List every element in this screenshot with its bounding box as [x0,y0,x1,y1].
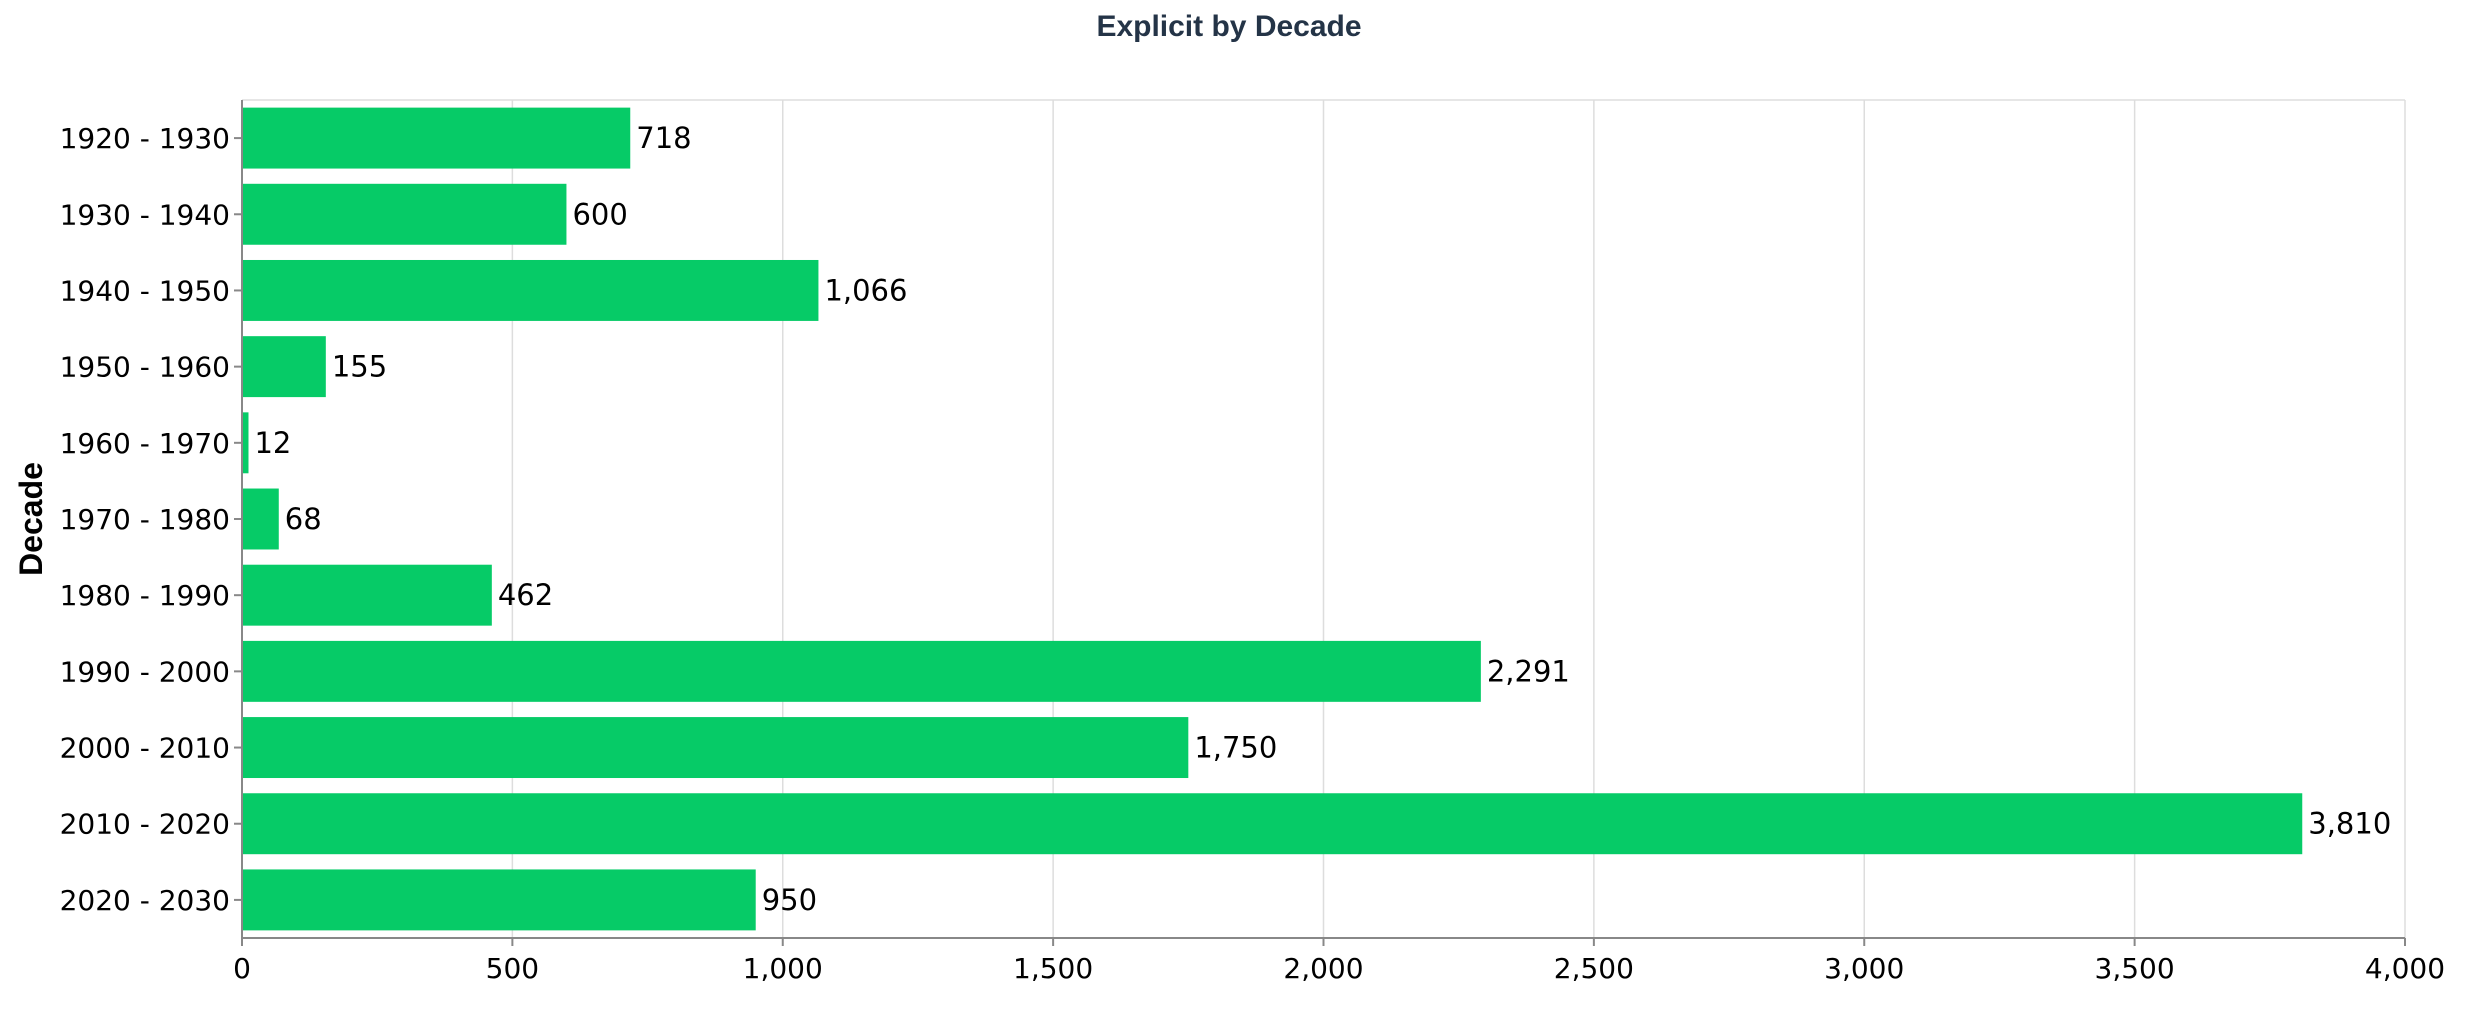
data-label: 718 [636,121,691,155]
x-tick-label: 2,000 [1283,952,1363,985]
bar[interactable] [242,869,756,931]
y-tick-label: 1970 - 1980 [60,503,230,536]
data-label: 12 [254,426,291,460]
y-axis-title: Decade [13,462,49,576]
bar[interactable] [242,640,1481,702]
x-tick-label: 4,000 [2365,952,2445,985]
x-tick-label: 1,500 [1013,952,1093,985]
bar[interactable] [242,107,631,169]
x-tick-label: 3,500 [2095,952,2175,985]
bar[interactable] [242,793,2303,855]
y-tick-label: 1960 - 1970 [60,427,230,460]
data-label: 950 [762,883,817,917]
data-label: 2,291 [1487,654,1570,688]
y-tick-label: 1980 - 1990 [60,579,230,612]
bar[interactable] [242,717,1189,779]
chart-title: Explicit by Decade [1096,10,1361,43]
y-tick-label: 2010 - 2020 [60,808,230,841]
data-label: 3,810 [2308,807,2391,841]
bar[interactable] [242,259,819,321]
bar[interactable] [242,183,567,245]
y-tick-label: 1920 - 1930 [60,122,230,155]
x-tick-label: 500 [486,952,539,985]
y-tick-label: 1950 - 1960 [60,351,230,384]
y-tick-label: 1930 - 1940 [60,198,230,231]
y-tick-label: 1990 - 2000 [60,655,230,688]
y-tick-label: 2020 - 2030 [60,884,230,917]
data-label: 1,066 [824,273,907,307]
y-tick-label: 2000 - 2010 [60,732,230,765]
x-tick-label: 1,000 [743,952,823,985]
bar[interactable] [242,412,249,474]
bar[interactable] [242,564,492,626]
y-tick-label: 1940 - 1950 [60,274,230,307]
x-tick-label: 3,000 [1824,952,1904,985]
bars: 718 600 1,066 155 12 68 462 2,291 1,750 3,810 950 [242,107,2391,931]
x-tick-label: 2,500 [1554,952,1634,985]
data-label: 462 [498,578,553,612]
bar[interactable] [242,336,326,398]
data-label: 68 [285,502,322,536]
data-label: 155 [332,350,387,384]
data-label: 1,750 [1194,731,1277,765]
data-label: 600 [572,197,627,231]
x-tick-label: 0 [233,952,251,985]
bar[interactable] [242,488,279,550]
axes: 1920 - 1930 1930 - 1940 1940 - 1950 1950 - … [60,100,2445,985]
